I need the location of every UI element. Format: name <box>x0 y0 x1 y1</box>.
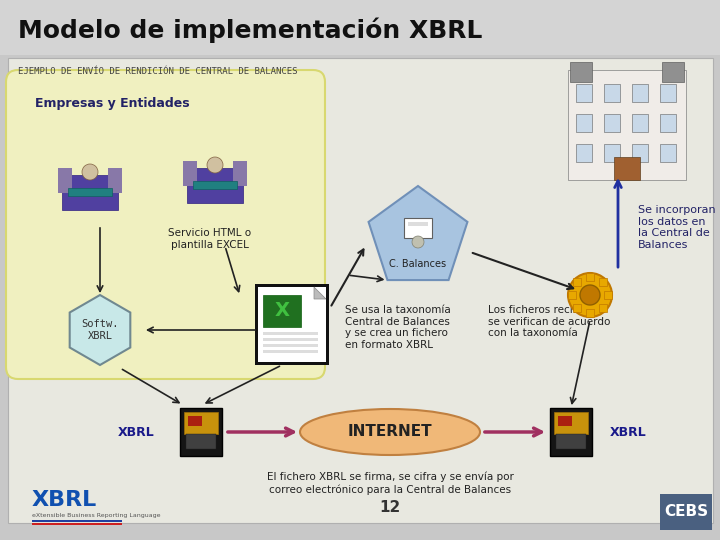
FancyBboxPatch shape <box>255 284 329 365</box>
FancyBboxPatch shape <box>263 344 318 347</box>
FancyBboxPatch shape <box>32 520 122 522</box>
Text: XBRL: XBRL <box>610 426 647 438</box>
Text: EJEMPLO DE ENVÍO DE RENDICIÓN DE CENTRAL DE BALANCES: EJEMPLO DE ENVÍO DE RENDICIÓN DE CENTRAL… <box>18 68 297 77</box>
FancyBboxPatch shape <box>662 62 684 82</box>
FancyBboxPatch shape <box>558 416 572 426</box>
Text: El fichero XBRL se firma, se cifra y se envía por
correo electrónico para la Cen: El fichero XBRL se firma, se cifra y se … <box>266 472 513 495</box>
FancyBboxPatch shape <box>263 332 318 335</box>
FancyBboxPatch shape <box>187 168 243 203</box>
FancyBboxPatch shape <box>186 434 216 449</box>
FancyBboxPatch shape <box>632 84 648 102</box>
FancyBboxPatch shape <box>183 161 197 186</box>
FancyBboxPatch shape <box>8 58 713 523</box>
FancyBboxPatch shape <box>576 144 592 162</box>
Text: 12: 12 <box>379 501 400 516</box>
FancyBboxPatch shape <box>614 157 640 180</box>
FancyBboxPatch shape <box>263 338 318 341</box>
FancyBboxPatch shape <box>576 84 592 102</box>
FancyBboxPatch shape <box>573 303 581 312</box>
FancyBboxPatch shape <box>586 273 594 281</box>
FancyBboxPatch shape <box>258 287 326 362</box>
Text: C. Balances: C. Balances <box>390 259 446 269</box>
FancyBboxPatch shape <box>184 412 218 434</box>
FancyBboxPatch shape <box>0 0 720 55</box>
FancyBboxPatch shape <box>570 62 592 82</box>
FancyBboxPatch shape <box>604 144 620 162</box>
FancyBboxPatch shape <box>408 222 428 226</box>
FancyBboxPatch shape <box>68 188 112 196</box>
FancyBboxPatch shape <box>6 70 325 379</box>
Polygon shape <box>314 287 326 299</box>
Circle shape <box>580 285 600 305</box>
FancyBboxPatch shape <box>263 350 318 353</box>
Text: eXtensible Business Reporting Language: eXtensible Business Reporting Language <box>32 514 161 518</box>
Polygon shape <box>70 295 130 365</box>
FancyBboxPatch shape <box>180 408 222 456</box>
Circle shape <box>568 273 612 317</box>
FancyBboxPatch shape <box>660 494 712 530</box>
FancyBboxPatch shape <box>404 218 432 238</box>
FancyBboxPatch shape <box>62 175 118 210</box>
FancyBboxPatch shape <box>550 408 592 456</box>
Circle shape <box>82 164 98 180</box>
Text: Se usa la taxonomía
Central de Balances
y se crea un fichero
en formato XBRL: Se usa la taxonomía Central de Balances … <box>345 305 451 350</box>
Text: Los ficheros recibidos
se verifican de acuerdo
con la taxonomía: Los ficheros recibidos se verifican de a… <box>488 305 611 338</box>
FancyBboxPatch shape <box>193 181 237 189</box>
Text: Softw.
XBRL: Softw. XBRL <box>81 319 119 341</box>
FancyBboxPatch shape <box>108 168 122 193</box>
FancyBboxPatch shape <box>632 114 648 132</box>
Text: Empresas y Entidades: Empresas y Entidades <box>35 97 189 110</box>
Text: XBRL: XBRL <box>32 490 97 510</box>
FancyBboxPatch shape <box>660 144 676 162</box>
FancyBboxPatch shape <box>632 144 648 162</box>
Text: Modelo de implementación XBRL: Modelo de implementación XBRL <box>18 17 482 43</box>
FancyBboxPatch shape <box>586 309 594 317</box>
FancyBboxPatch shape <box>263 295 301 327</box>
Text: INTERNET: INTERNET <box>348 424 432 440</box>
FancyBboxPatch shape <box>568 291 576 299</box>
FancyBboxPatch shape <box>604 84 620 102</box>
FancyBboxPatch shape <box>604 114 620 132</box>
Text: Se incorporan
los datos en
la Central de
Balances: Se incorporan los datos en la Central de… <box>638 205 716 250</box>
FancyBboxPatch shape <box>32 523 122 525</box>
FancyBboxPatch shape <box>604 291 612 299</box>
Circle shape <box>412 236 424 248</box>
FancyBboxPatch shape <box>660 84 676 102</box>
Text: XBRL: XBRL <box>118 426 155 438</box>
Polygon shape <box>369 186 467 280</box>
FancyBboxPatch shape <box>576 114 592 132</box>
FancyBboxPatch shape <box>188 416 202 426</box>
FancyBboxPatch shape <box>573 278 581 286</box>
FancyBboxPatch shape <box>568 70 686 180</box>
FancyBboxPatch shape <box>233 161 247 186</box>
Text: CEBS: CEBS <box>664 504 708 519</box>
FancyBboxPatch shape <box>660 114 676 132</box>
FancyBboxPatch shape <box>58 168 72 193</box>
FancyBboxPatch shape <box>556 434 586 449</box>
Text: Servicio HTML o
plantilla EXCEL: Servicio HTML o plantilla EXCEL <box>168 228 251 249</box>
FancyBboxPatch shape <box>599 278 607 286</box>
FancyBboxPatch shape <box>554 412 588 434</box>
Circle shape <box>207 157 223 173</box>
Ellipse shape <box>300 409 480 455</box>
FancyBboxPatch shape <box>599 303 607 312</box>
Text: X: X <box>274 301 289 321</box>
